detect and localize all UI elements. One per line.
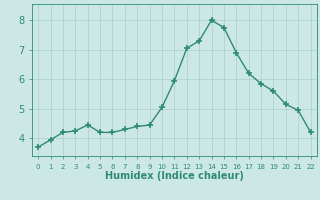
X-axis label: Humidex (Indice chaleur): Humidex (Indice chaleur) (105, 171, 244, 181)
